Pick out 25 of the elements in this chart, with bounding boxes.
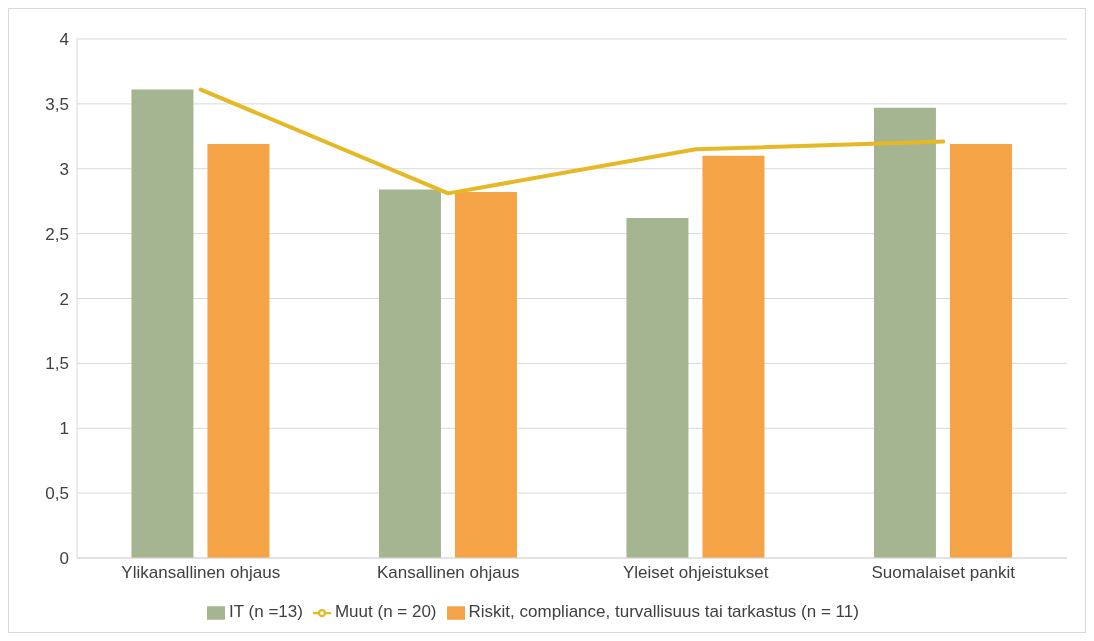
y-tick-label: 0,5 [45, 484, 69, 504]
legend-label: IT (n =13) [229, 602, 303, 621]
bar [626, 218, 689, 558]
bar [378, 189, 441, 558]
bar [949, 144, 1012, 558]
bar [207, 144, 270, 558]
x-tick-label: Kansallinen ohjaus [376, 563, 520, 583]
legend-label: Muut (n = 20) [334, 602, 437, 621]
bar [454, 192, 517, 558]
bar [702, 155, 765, 558]
y-tick-label: 4 [59, 30, 69, 50]
y-tick-label: 0 [59, 549, 69, 569]
y-tick-label: 2 [59, 289, 69, 309]
bar [131, 89, 194, 558]
x-tick-label: Yleiset ohjeistukset [622, 563, 769, 583]
x-tick-label: Ylikansallinen ohjaus [121, 563, 281, 583]
y-tick-label: 3 [59, 159, 69, 179]
legend-label: Riskit, compliance, turvallisuus tai tarkastus (n = 11) [468, 602, 859, 621]
y-tick-label: 2,5 [45, 224, 69, 244]
y-tick-label: 1 [59, 419, 69, 439]
x-tick-label: Suomalaiset pankit [871, 563, 1016, 583]
y-tick-label: 1,5 [45, 354, 69, 374]
line-series [198, 87, 946, 196]
y-tick-label: 3,5 [45, 94, 69, 114]
bar [873, 107, 936, 558]
